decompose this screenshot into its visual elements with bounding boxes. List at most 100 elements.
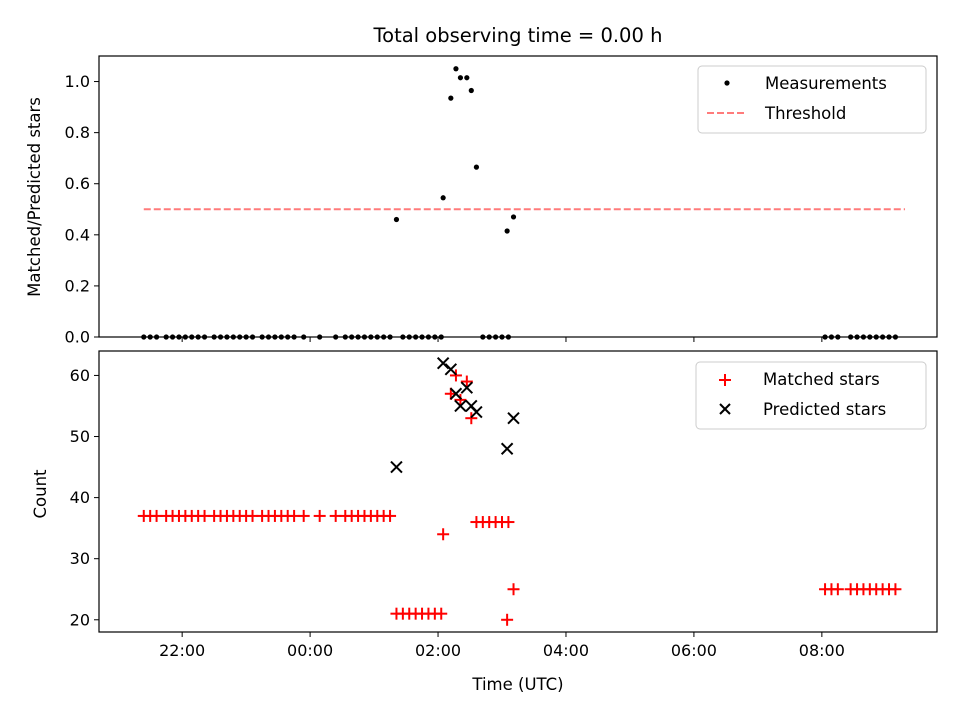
bottom-legend-box <box>695 361 927 430</box>
measurement-point <box>493 334 499 340</box>
measurement-point <box>182 334 188 340</box>
top-y-axis-label: Matched/Predicted stars <box>25 97 44 297</box>
predicted-stars-point <box>470 405 483 419</box>
measurement-point <box>317 334 323 340</box>
measurement-point <box>272 334 278 340</box>
measurement-point <box>828 334 835 340</box>
measurement-point <box>486 334 492 340</box>
x-axis-label: Time (UTC) <box>471 675 563 694</box>
measurement-point <box>147 334 153 340</box>
measurement-point <box>189 334 195 340</box>
matched-stars-point <box>889 583 902 596</box>
bottom-y-axis-label: Count <box>31 469 50 519</box>
measurement-point <box>291 334 297 340</box>
measurement-point <box>413 334 419 340</box>
measurement-point <box>438 334 444 340</box>
top-y-tick-label: 0.2 <box>65 276 90 295</box>
measurement-point <box>425 334 432 340</box>
top-plot-area: 0.0 0.2 0.4 0.6 0.8 1.0 <box>65 55 938 347</box>
measurement-point <box>176 334 182 340</box>
matched-stars-point <box>460 375 473 388</box>
bottom-y-tick-label: 20 <box>70 610 90 629</box>
measurement-point <box>440 195 446 201</box>
measurement-point <box>195 334 201 340</box>
measurement-point <box>381 334 387 340</box>
legend-predicted-label: Predicted stars <box>763 400 886 419</box>
top-axes-frame <box>98 55 938 338</box>
measurement-point <box>278 334 284 340</box>
top-y-tick-label: 0.8 <box>65 123 90 142</box>
measurement-point <box>249 334 256 340</box>
matched-stars-point <box>449 369 462 382</box>
predicted-stars-point <box>390 460 403 474</box>
measurement-point <box>448 95 454 101</box>
measurement-point <box>510 214 517 220</box>
bottom-plot-area: 22:00 00:00 02:00 04:00 06:00 08:00 20 30 40 50 60 <box>70 350 938 660</box>
measurement-point <box>453 66 459 72</box>
matched-stars-point <box>313 509 326 522</box>
measurement-point <box>473 164 480 170</box>
x-tick-label: 06:00 <box>671 641 717 660</box>
measurement-point <box>355 334 361 340</box>
measurement-point <box>224 334 230 340</box>
measurement-point <box>211 334 217 340</box>
matched-stars-point <box>435 607 448 620</box>
measurement-point <box>169 334 176 340</box>
measurement-point <box>457 75 464 81</box>
top-y-tick-label: 1.0 <box>65 72 90 91</box>
measurement-point <box>243 334 249 340</box>
predicted-stars-point <box>507 411 520 425</box>
legend-matched-label: Matched stars <box>763 370 880 389</box>
measurement-point <box>237 334 243 340</box>
predicted-stars-point <box>444 363 458 376</box>
measurement-point <box>880 334 886 340</box>
measurement-point <box>163 334 169 340</box>
measurement-point <box>835 334 841 340</box>
bottom-y-tick-label: 60 <box>70 366 90 385</box>
measurement-point <box>892 334 899 340</box>
measurement-point <box>854 334 860 340</box>
measurement-point <box>400 334 406 340</box>
legend-measurements-label: Measurements <box>765 74 887 93</box>
legend-measurements-marker <box>724 80 730 86</box>
top-panel: Total observing time = 0.00 h 0.00.20.40… <box>25 24 938 347</box>
bottom-panel: 22:00 00:00 02:00 04:00 06:00 08:00 20 30 40 50 60… <box>31 350 938 694</box>
measurement-point <box>141 334 147 340</box>
top-y-tick-label: 0.4 <box>65 225 90 244</box>
matched-stars-point <box>297 509 310 522</box>
measurement-point <box>265 334 272 340</box>
measurement-point <box>504 228 510 234</box>
measurement-point <box>301 334 307 340</box>
matched-stars-point <box>384 509 397 522</box>
measurement-point <box>886 334 892 340</box>
bottom-y-tick-label: 40 <box>70 488 90 507</box>
x-tick-label: 08:00 <box>799 641 845 660</box>
measurement-point <box>333 334 339 340</box>
measurement-point <box>153 334 160 340</box>
bottom-y-tick-label: 50 <box>70 427 90 446</box>
bottom-legend: Matched stars Predicted stars <box>695 361 927 430</box>
matched-stars-point <box>507 583 520 596</box>
measurement-point <box>230 334 236 340</box>
measurement-point <box>873 334 879 340</box>
measurement-point <box>217 334 224 340</box>
predicted-stars-point <box>454 399 467 413</box>
predicted-stars-point <box>449 387 463 400</box>
matched-stars-point <box>454 393 467 406</box>
measurement-point <box>505 334 512 340</box>
measurement-point <box>848 334 854 340</box>
top-legend-box <box>697 65 927 134</box>
measurement-point <box>419 334 425 340</box>
measurement-point <box>822 334 828 340</box>
matched-stars-point <box>501 613 514 626</box>
measurement-point <box>406 334 412 340</box>
matched-stars-point <box>465 412 478 425</box>
x-tick-label: 22:00 <box>159 641 205 660</box>
matched-stars-point <box>502 516 515 529</box>
measurement-point <box>368 334 374 340</box>
predicted-stars-point <box>436 357 450 370</box>
measurement-point <box>201 334 208 340</box>
matched-stars-point <box>831 583 844 596</box>
measurement-point <box>342 334 348 340</box>
